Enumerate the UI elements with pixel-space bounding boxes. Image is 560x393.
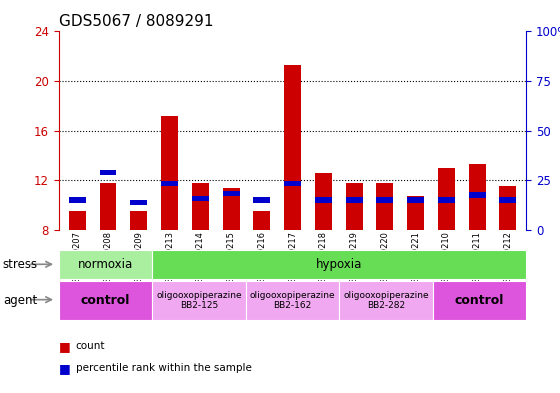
- Bar: [100, 183, 116, 230]
- Text: control: control: [81, 294, 130, 307]
- Bar: [223, 191, 240, 196]
- Text: agent: agent: [3, 294, 37, 307]
- Bar: [152, 250, 526, 279]
- Text: hypoxia: hypoxia: [316, 258, 362, 271]
- Bar: [284, 181, 301, 187]
- Bar: [376, 183, 393, 230]
- Bar: [59, 281, 152, 320]
- Bar: [407, 197, 424, 203]
- Bar: [223, 188, 240, 230]
- Bar: [192, 196, 209, 201]
- Bar: [469, 164, 486, 230]
- Text: ■: ■: [59, 340, 71, 353]
- Bar: [152, 281, 246, 320]
- Bar: [246, 281, 339, 320]
- Text: control: control: [455, 294, 505, 307]
- Text: GDS5067 / 8089291: GDS5067 / 8089291: [59, 14, 213, 29]
- Bar: [376, 197, 393, 203]
- Bar: [100, 170, 116, 175]
- Bar: [192, 183, 209, 230]
- Bar: [407, 196, 424, 230]
- Bar: [59, 250, 152, 279]
- Bar: [69, 211, 86, 230]
- Text: ■: ■: [59, 362, 71, 375]
- Bar: [284, 65, 301, 230]
- Text: stress: stress: [3, 257, 38, 271]
- Bar: [130, 200, 147, 205]
- Bar: [315, 173, 332, 230]
- Text: count: count: [76, 341, 105, 351]
- Bar: [438, 168, 455, 230]
- Bar: [161, 181, 178, 187]
- Bar: [253, 197, 270, 203]
- Text: normoxia: normoxia: [78, 258, 133, 271]
- Bar: [469, 192, 486, 198]
- Bar: [438, 197, 455, 203]
- Bar: [161, 116, 178, 230]
- Bar: [69, 197, 86, 203]
- Bar: [500, 187, 516, 230]
- Bar: [500, 197, 516, 203]
- Bar: [253, 211, 270, 230]
- Bar: [130, 211, 147, 230]
- Text: oligooxopiperazine
BB2-282: oligooxopiperazine BB2-282: [343, 291, 429, 310]
- Bar: [339, 281, 433, 320]
- Bar: [433, 281, 526, 320]
- Bar: [346, 197, 362, 203]
- Text: oligooxopiperazine
BB2-162: oligooxopiperazine BB2-162: [250, 291, 335, 310]
- Text: percentile rank within the sample: percentile rank within the sample: [76, 363, 251, 373]
- Bar: [315, 197, 332, 203]
- Text: oligooxopiperazine
BB2-125: oligooxopiperazine BB2-125: [156, 291, 242, 310]
- Bar: [346, 183, 362, 230]
